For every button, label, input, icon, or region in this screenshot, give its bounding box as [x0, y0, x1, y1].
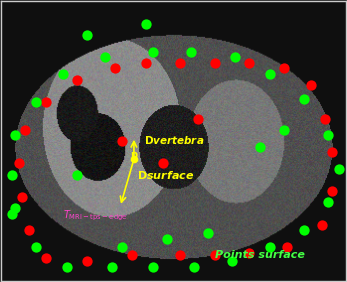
Point	[131, 157, 137, 161]
Point	[246, 61, 252, 65]
Point	[64, 265, 69, 269]
Point	[160, 161, 166, 166]
Point	[12, 133, 18, 138]
Point	[212, 61, 218, 65]
Point	[178, 61, 183, 65]
Point	[329, 150, 335, 155]
Point	[26, 228, 32, 233]
Point	[195, 116, 200, 121]
Point	[150, 265, 155, 269]
Point	[102, 55, 108, 60]
Point	[325, 133, 331, 138]
Point	[12, 206, 18, 210]
Point	[74, 77, 80, 82]
Point	[325, 200, 331, 205]
Point	[319, 222, 324, 227]
Point	[43, 100, 49, 104]
Point	[192, 265, 197, 269]
Point	[16, 161, 22, 166]
Point	[119, 245, 125, 249]
Point	[164, 237, 169, 241]
Point	[129, 253, 135, 258]
Text: $\mathbf{D}$vertebra: $\mathbf{D}$vertebra	[144, 134, 205, 146]
Point	[281, 66, 286, 71]
Point	[33, 100, 39, 104]
Point	[229, 259, 235, 263]
Point	[85, 259, 90, 263]
Text: Points surface: Points surface	[215, 250, 305, 260]
Point	[74, 172, 80, 177]
Point	[329, 189, 335, 193]
Point	[19, 195, 25, 199]
Point	[143, 61, 149, 65]
Point	[9, 211, 15, 216]
Text: $T_{\mathrm{MRI-tps-edge}}$: $T_{\mathrm{MRI-tps-edge}}$	[64, 208, 128, 222]
Point	[112, 66, 118, 71]
Point	[150, 49, 155, 54]
Point	[61, 72, 66, 76]
Point	[302, 228, 307, 233]
Point	[143, 21, 149, 26]
Point	[233, 55, 238, 60]
Point	[9, 172, 15, 177]
Point	[284, 245, 290, 249]
Point	[109, 265, 114, 269]
Point	[119, 139, 125, 143]
Point	[188, 49, 194, 54]
Point	[302, 97, 307, 101]
Point	[205, 231, 211, 235]
Point	[281, 127, 286, 132]
Point	[212, 253, 218, 258]
Point	[322, 116, 328, 121]
Text: p: p	[130, 150, 138, 160]
Point	[23, 127, 28, 132]
Point	[267, 72, 273, 76]
Point	[257, 144, 262, 149]
Point	[308, 83, 314, 87]
Text: $\mathbf{D}$surface: $\mathbf{D}$surface	[137, 169, 195, 181]
Point	[246, 250, 252, 255]
Point	[85, 33, 90, 37]
Point	[267, 245, 273, 249]
Point	[178, 253, 183, 258]
Point	[336, 167, 341, 171]
Point	[33, 245, 39, 249]
Point	[43, 256, 49, 261]
